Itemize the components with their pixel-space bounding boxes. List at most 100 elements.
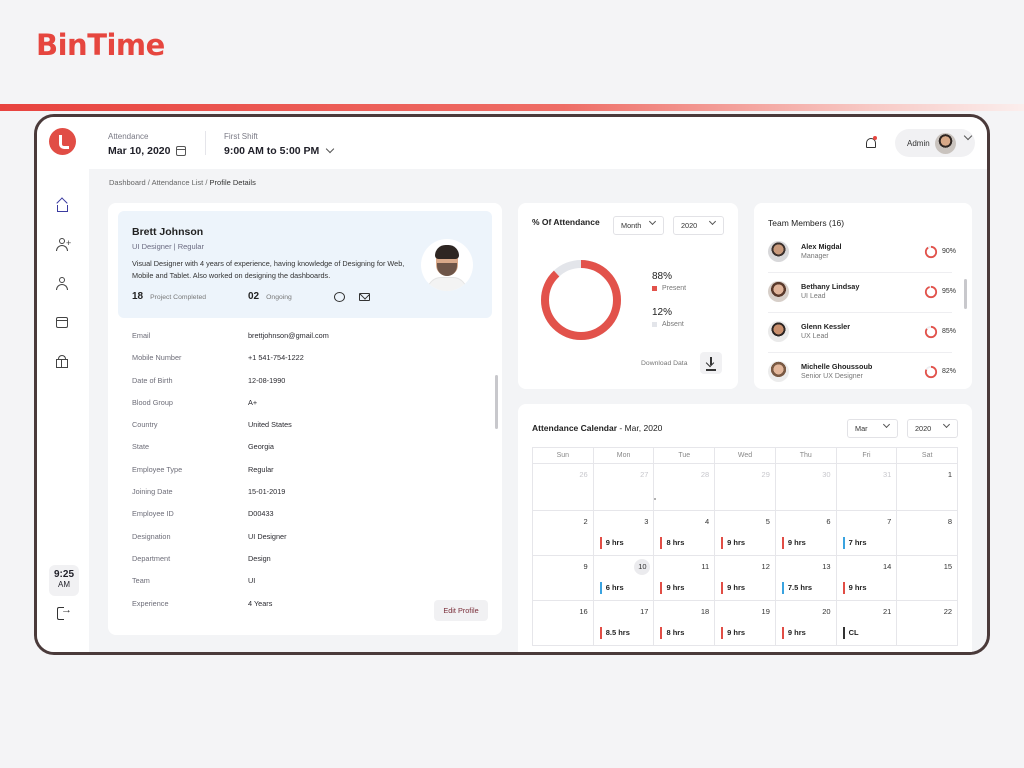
weekday-label: Sat bbox=[897, 448, 959, 464]
calendar-day-cell[interactable]: 16 bbox=[533, 601, 594, 646]
team-member-row[interactable]: Michelle Ghoussoub Senior UX Designer 82% bbox=[768, 353, 956, 389]
team-member-percentage: 90% bbox=[942, 248, 957, 255]
clock-time: 9:25 bbox=[53, 569, 74, 580]
detail-label: Blood Group bbox=[132, 397, 173, 407]
detail-value: Regular bbox=[248, 464, 274, 474]
team-member-role: Senior UX Designer bbox=[801, 373, 863, 380]
calendar-icon[interactable] bbox=[176, 146, 187, 156]
calendar-day-number: 6 bbox=[826, 517, 831, 526]
app-logo-icon[interactable] bbox=[49, 128, 76, 155]
avatar bbox=[768, 361, 789, 382]
profile-name: Brett Johnson bbox=[132, 226, 204, 238]
calendar-day-cell[interactable]: 11 9 hrs bbox=[654, 556, 716, 601]
mail-icon[interactable] bbox=[359, 293, 370, 301]
calendar-day-cell[interactable]: 3 9 hrs bbox=[593, 511, 655, 556]
calendar-day-cell[interactable]: 29 bbox=[715, 464, 776, 511]
calendar-day-cell[interactable]: 26 bbox=[533, 464, 594, 511]
calendar-day-number: 20 bbox=[822, 607, 831, 616]
attendance-date-block[interactable]: Attendance Mar 10, 2020 bbox=[108, 132, 187, 157]
chevron-down-icon bbox=[963, 131, 973, 141]
calendar-day-cell[interactable]: 4 8 hrs bbox=[654, 511, 716, 556]
calendar-icon[interactable] bbox=[56, 316, 69, 329]
calendar-day-cell[interactable]: 5 9 hrs bbox=[715, 511, 776, 556]
calendar-hours-entry: 7 hrs bbox=[842, 537, 867, 549]
team-member-percentage: 82% bbox=[942, 368, 957, 375]
calendar-day-cell[interactable]: 7 7 hrs bbox=[836, 511, 898, 556]
breadcrumb-current: Profile Details bbox=[209, 178, 256, 187]
calendar-day-cell[interactable]: 17 8.5 hrs bbox=[593, 601, 655, 646]
team-member-row[interactable]: Alex Migdal Manager 90% bbox=[768, 233, 956, 273]
calendar-day-cell[interactable]: 31 bbox=[836, 464, 898, 511]
calendar-day-cell[interactable]: 8 bbox=[897, 511, 959, 556]
home-icon[interactable] bbox=[56, 197, 69, 212]
period-select[interactable]: Month bbox=[613, 216, 664, 235]
attendance-calendar-card: Attendance Calendar - Mar, 2020 Mar 2020… bbox=[518, 404, 972, 652]
detail-value: 4 Years bbox=[248, 598, 273, 608]
calendar-day-number: 4 bbox=[704, 517, 710, 526]
breadcrumb-separator: / bbox=[205, 178, 208, 187]
calendar-day-cell[interactable]: 19 9 hrs bbox=[715, 601, 776, 646]
detail-label: Experience bbox=[132, 598, 169, 608]
calendar-day-cell[interactable]: 27 bbox=[593, 464, 656, 511]
edit-profile-button[interactable]: Edit Profile bbox=[434, 600, 488, 621]
chat-icon[interactable] bbox=[334, 292, 345, 302]
avatar bbox=[768, 281, 789, 302]
attendance-donut-chart bbox=[541, 260, 621, 340]
logout-icon[interactable] bbox=[57, 604, 72, 620]
breadcrumb-dashboard[interactable]: Dashboard bbox=[109, 178, 146, 187]
calendar-weekday-header: Sun Mon Tue Wed Thu Fri Sat bbox=[533, 448, 959, 464]
calendar-day-cell[interactable]: 13 7.5 hrs bbox=[775, 556, 837, 601]
add-user-icon[interactable]: + bbox=[56, 238, 71, 251]
calendar-title: Attendance Calendar - Mar, 2020 bbox=[532, 423, 662, 433]
calendar-day-cell[interactable]: 12 9 hrs bbox=[715, 556, 776, 601]
calendar-day-cell[interactable]: 2 bbox=[533, 511, 594, 556]
calendar-day-cell[interactable]: 15 bbox=[897, 556, 959, 601]
user-menu[interactable]: Admin bbox=[895, 129, 975, 157]
scrollbar[interactable] bbox=[495, 375, 498, 429]
calendar-day-number: 16 bbox=[579, 607, 588, 616]
detail-row: Date of Birth 12-08-1990 bbox=[132, 376, 472, 398]
year-select[interactable]: 2020 bbox=[907, 419, 958, 438]
profile-role: UI Designer | Regular bbox=[132, 242, 204, 251]
calendar-subtitle: Mar, 2020 bbox=[624, 423, 663, 433]
calendar-day-cell[interactable]: 21 CL bbox=[836, 601, 898, 646]
notification-bell-icon[interactable] bbox=[864, 136, 877, 149]
user-name: Admin bbox=[907, 138, 930, 148]
attendance-ring bbox=[924, 245, 938, 259]
team-member-percentage: 95% bbox=[942, 288, 957, 295]
download-data-label[interactable]: Download Data bbox=[641, 360, 688, 367]
calendar-week-row: 26 27 28 29 30 31 1 bbox=[533, 464, 959, 511]
team-member-row[interactable]: Bethany Lindsay UI Lead 95% bbox=[768, 273, 956, 313]
month-select[interactable]: Mar bbox=[847, 419, 898, 438]
detail-label: Country bbox=[132, 420, 158, 430]
download-icon[interactable] bbox=[700, 352, 722, 374]
breadcrumb: Dashboard / Attendance List / Profile De… bbox=[109, 178, 256, 187]
detail-label: Designation bbox=[132, 531, 171, 541]
shift-selector[interactable]: First Shift 9:00 AM to 5:00 PM bbox=[224, 132, 335, 157]
calendar-day-cell[interactable]: 20 9 hrs bbox=[775, 601, 837, 646]
calendar-day-cell[interactable]: 9 bbox=[533, 556, 594, 601]
detail-value: A+ bbox=[248, 397, 258, 407]
calendar-day-cell[interactable]: 28 bbox=[654, 464, 716, 511]
year-select[interactable]: 2020 bbox=[673, 216, 724, 235]
calendar-day-cell[interactable]: 10 6 hrs bbox=[593, 556, 655, 601]
calendar-day-cell[interactable]: 30 bbox=[775, 464, 837, 511]
calendar-hours-entry: 9 hrs bbox=[721, 537, 745, 549]
calendar-day-number: 26 bbox=[579, 470, 588, 479]
calendar-day-cell[interactable]: 1 bbox=[897, 464, 959, 511]
gift-icon[interactable] bbox=[56, 355, 69, 368]
calendar-hours-entry: 9 hrs bbox=[842, 582, 867, 594]
team-member-row[interactable]: Glenn Kessler UX Lead 85% bbox=[768, 313, 956, 353]
shift-time: 9:00 AM to 5:00 PM bbox=[224, 145, 320, 157]
calendar-day-cell[interactable]: 14 9 hrs bbox=[836, 556, 898, 601]
calendar-day-cell[interactable]: 6 9 hrs bbox=[775, 511, 837, 556]
calendar-day-cell[interactable]: 18 8 hrs bbox=[654, 601, 716, 646]
user-icon[interactable] bbox=[56, 277, 69, 290]
breadcrumb-attendance-list[interactable]: Attendance List bbox=[151, 178, 204, 187]
weekday-label: Thu bbox=[775, 448, 837, 464]
calendar-day-cell[interactable]: 22 bbox=[897, 601, 959, 646]
avatar bbox=[935, 133, 956, 154]
profile-details-list: Email brettjohnson@gmail.com Mobile Number… bbox=[132, 331, 472, 621]
scrollbar[interactable] bbox=[964, 279, 967, 309]
detail-label: Department bbox=[132, 553, 171, 563]
